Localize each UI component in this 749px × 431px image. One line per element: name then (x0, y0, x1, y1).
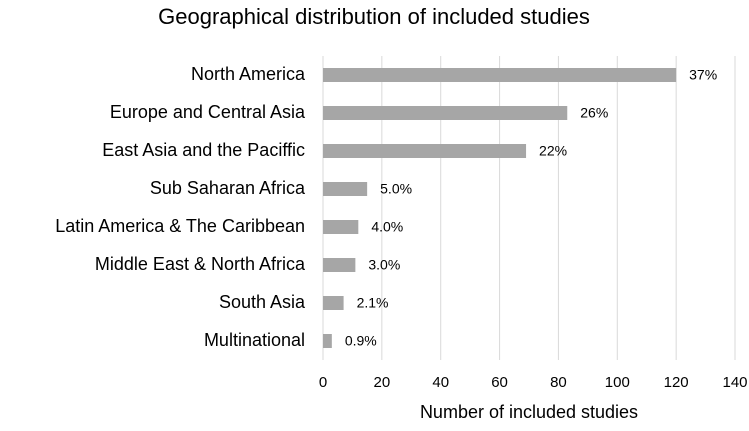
x-tick-label: 120 (664, 374, 689, 391)
y-tick-label: Middle East & North Africa (95, 254, 306, 274)
y-tick-label: East Asia and the Paciffic (102, 140, 305, 160)
y-tick-label: Sub Saharan Africa (150, 178, 306, 198)
data-label: 3.0% (368, 257, 400, 273)
data-label: 5.0% (380, 181, 412, 197)
x-axis-label: Number of included studies (420, 402, 638, 422)
chart-title: Geographical distribution of included st… (158, 4, 590, 29)
y-tick-label: North America (191, 64, 306, 84)
x-tick-label: 40 (432, 374, 449, 391)
bar (323, 220, 359, 234)
bar (323, 106, 568, 120)
data-label: 4.0% (371, 219, 403, 235)
bar (323, 182, 368, 196)
data-label: 37% (689, 67, 717, 83)
x-tick-label: 60 (491, 374, 508, 391)
x-tick-label: 100 (605, 374, 630, 391)
y-tick-label: Multinational (204, 330, 305, 350)
data-label: 22% (539, 143, 567, 159)
bar (323, 68, 677, 82)
y-tick-label: Europe and Central Asia (110, 102, 306, 122)
data-label: 2.1% (357, 295, 389, 311)
bar (323, 144, 527, 158)
x-tick-label: 140 (722, 374, 747, 391)
data-label: 26% (580, 105, 608, 121)
x-tick-label: 80 (550, 374, 567, 391)
x-tick-label: 0 (319, 374, 327, 391)
bar (323, 258, 356, 272)
bar (323, 296, 344, 310)
y-tick-label: Latin America & The Caribbean (55, 216, 305, 236)
x-tick-label: 20 (374, 374, 391, 391)
data-label: 0.9% (345, 333, 377, 349)
bar (323, 334, 332, 348)
y-tick-label: South Asia (219, 292, 306, 312)
